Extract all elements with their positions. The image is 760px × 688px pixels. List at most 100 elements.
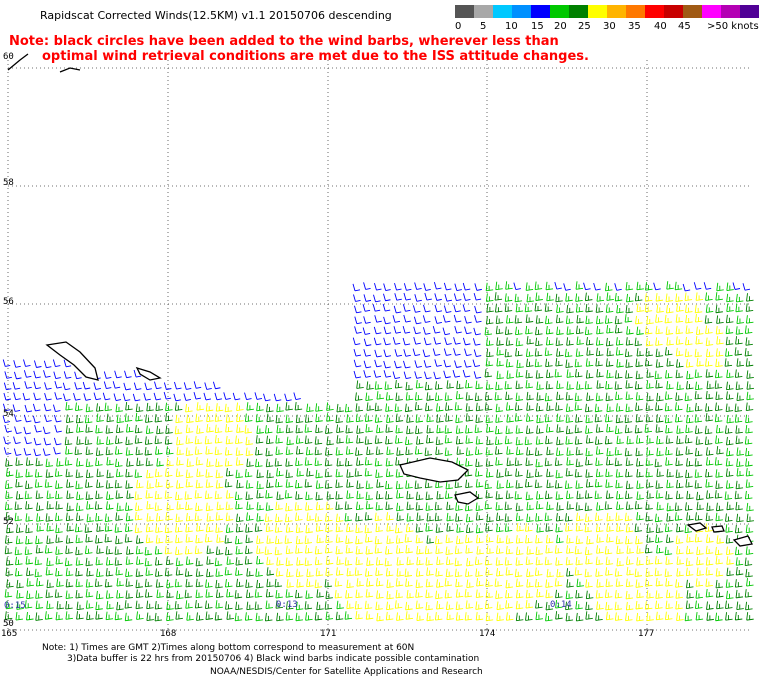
wind-barb [385,424,393,433]
wind-barb [95,535,103,544]
wind-barb [215,524,223,533]
wind-barb [34,479,43,488]
wind-barb [335,414,344,424]
wind-barb [514,402,523,411]
wind-barb [624,348,633,358]
wind-barb [444,337,452,345]
wind-barb [385,611,394,621]
wind-barb [556,424,564,433]
wind-barb [655,325,663,335]
wind-barb [3,436,11,445]
wind-barb [655,293,664,302]
wind-barb [444,392,453,401]
lat-label-52: 52 [3,517,14,527]
wind-barb [742,283,751,291]
wind-barb [75,557,84,566]
attitude-note-line1: Note: black circles have been added to t… [9,34,559,49]
wind-barb [176,446,185,456]
wind-barb [485,534,494,543]
wind-barb [155,524,163,533]
wind-barb [715,424,724,434]
wind-barb [175,611,183,620]
wind-barb [13,414,22,422]
wind-barb [432,348,441,356]
wind-barb [335,611,344,621]
wind-barb [685,336,693,346]
wind-barb [494,304,503,313]
wind-barb [726,590,734,600]
wind-barb [125,556,134,565]
wind-barb [114,479,123,489]
wind-barb [504,348,513,358]
wind-barb [325,611,334,620]
wind-barb [714,546,723,556]
wind-barb [406,414,414,423]
wind-barb [396,545,404,554]
wind-barb [506,457,515,467]
wind-barb [555,314,564,324]
wind-barb [63,393,71,402]
wind-barb [726,501,734,511]
wind-barb [496,469,504,478]
wind-barb [694,348,703,358]
wind-barb [556,436,564,446]
wind-barb [274,546,283,556]
wind-barb [295,589,303,599]
wind-barb [486,348,494,358]
wind-barb [585,447,593,457]
wind-barb [176,480,184,489]
wind-barb [556,326,564,336]
wind-barb [545,281,554,291]
wind-barb [665,435,674,444]
wind-barb [364,524,373,534]
wind-barb [575,556,584,566]
wind-barb [433,371,441,380]
wind-barb [555,512,564,522]
wind-barb [636,491,644,500]
wind-barb [386,601,394,611]
wind-barb [305,502,313,511]
wind-barb [364,413,373,422]
island-outline [454,491,480,505]
wind-barb [693,282,702,290]
wind-barb [246,501,254,510]
wind-barb [566,501,575,510]
wind-barb [355,447,363,456]
wind-barb [415,534,424,544]
wind-barb [156,458,164,467]
wind-barb [535,337,543,347]
wind-barb [134,511,143,521]
wind-barb [364,436,373,445]
wind-barb [405,381,413,391]
wind-barb [454,568,463,578]
wind-barb [85,479,93,488]
wind-barb [405,446,413,456]
wind-barb [676,612,684,621]
wind-barb [515,425,524,434]
wind-barb [44,392,52,401]
wind-barb [366,381,374,390]
wind-barb [354,316,362,325]
wind-barb [416,545,424,555]
wind-barb [495,325,504,335]
wind-barb [185,501,193,511]
wind-barb [43,437,52,446]
wind-barb [206,513,215,522]
wind-barb [5,458,13,467]
wind-barb [436,491,444,500]
wind-barb [686,545,694,555]
wind-barb [615,414,624,424]
wind-barb [183,382,192,390]
wind-barb [205,446,213,455]
wind-barb [146,402,154,412]
wind-barb [626,545,634,554]
wind-barb [484,501,493,510]
wind-barb [395,480,404,490]
wind-barb [116,601,124,611]
wind-barb [232,392,241,401]
wind-barb [565,601,573,611]
wind-barb [646,490,655,499]
wind-barb [266,403,274,413]
wind-barb [605,556,614,566]
wind-barb [475,468,483,477]
